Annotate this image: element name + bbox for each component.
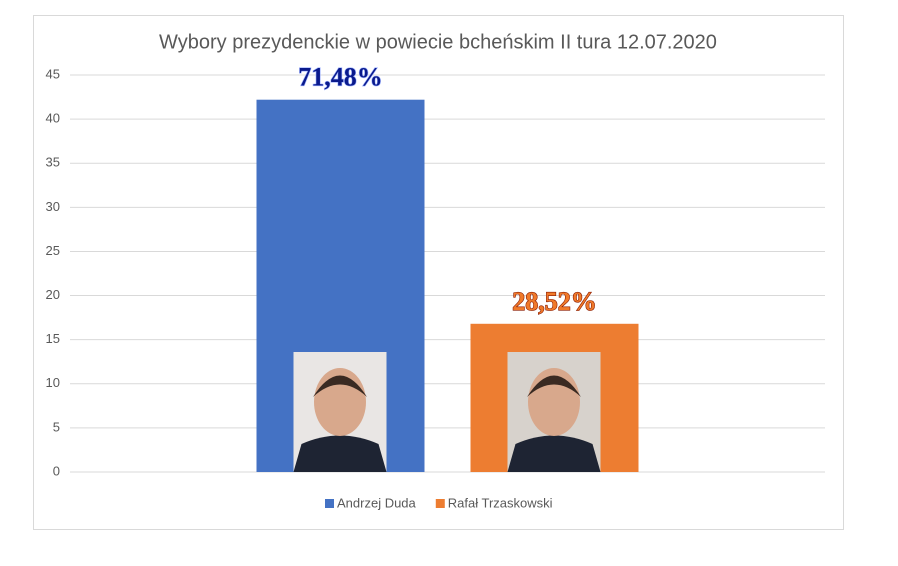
y-tick-label: 10 [46, 375, 60, 390]
portrait-body [507, 435, 601, 472]
legend-swatch [325, 499, 334, 508]
portrait-hair [527, 375, 581, 397]
legend-label: Rafał Trzaskowski [448, 495, 553, 510]
portrait-hair [313, 375, 367, 397]
y-tick-label: 35 [46, 155, 60, 170]
y-tick-label: 20 [46, 287, 60, 302]
chart-title: Wybory prezydenckie w powiecie bcheńskim… [159, 31, 717, 53]
legend-label: Andrzej Duda [337, 495, 417, 510]
y-tick-label: 30 [46, 199, 60, 214]
data-label: 28,52% [512, 287, 597, 316]
y-tick-label: 45 [46, 66, 60, 81]
y-tick-label: 5 [53, 419, 60, 434]
legend-swatch [435, 499, 445, 508]
portrait [293, 352, 387, 472]
chart-frame [33, 15, 844, 530]
y-tick-label: 25 [46, 243, 60, 258]
data-label: 71,48% [298, 63, 383, 92]
y-tick-label: 40 [46, 111, 60, 126]
portrait [507, 352, 601, 472]
y-tick-label: 15 [46, 331, 60, 346]
portrait-body [293, 435, 387, 472]
y-tick-label: 0 [53, 463, 60, 478]
